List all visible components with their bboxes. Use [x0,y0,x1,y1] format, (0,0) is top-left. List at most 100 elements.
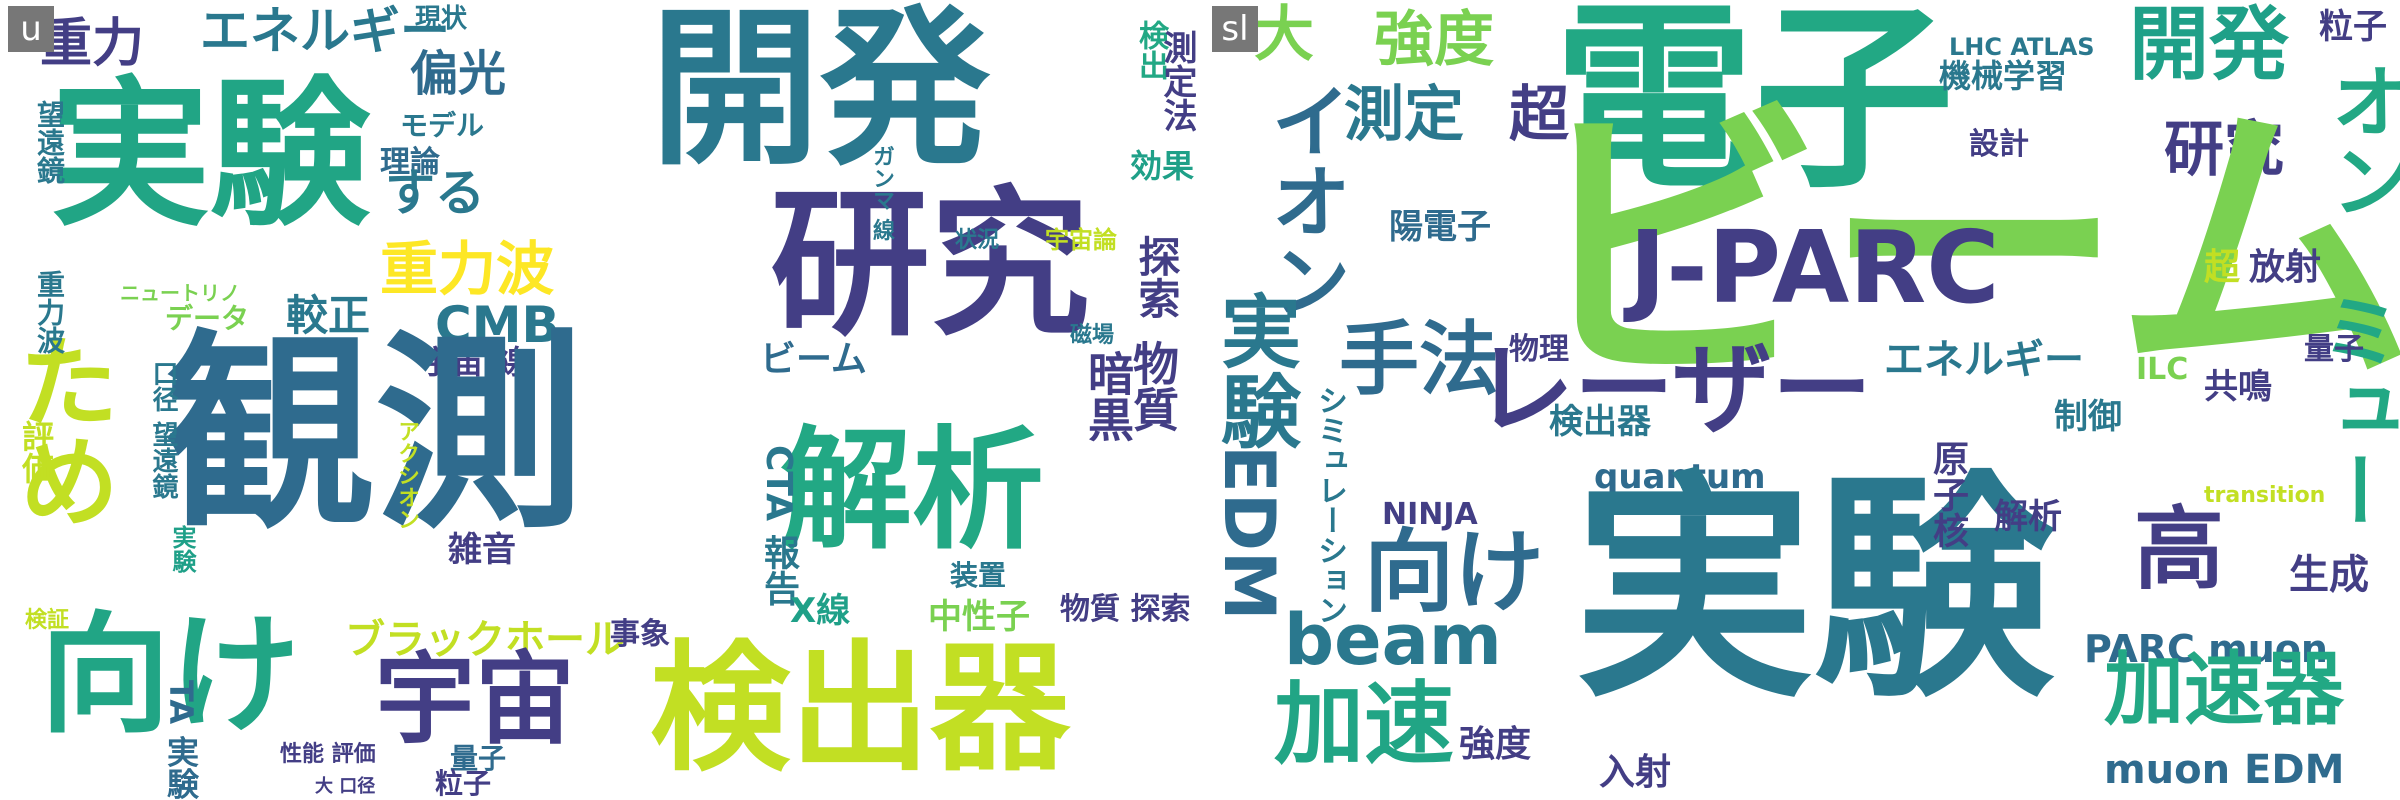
word: transition [2204,483,2326,508]
word: 探索 [1132,235,1181,319]
word: 事象 [610,617,670,652]
word: 検証 [25,608,70,633]
word: 実験 [168,525,196,573]
word: 現状 [415,4,468,34]
word: 検出器 [650,628,1071,791]
word: 実験 [1574,450,2055,730]
word: 雑音 [448,530,516,570]
word: 解析 [1994,497,2062,537]
word: 手法 [1339,313,1499,406]
word: 効果 [1130,147,1195,185]
word: 大 [1254,0,1314,70]
word: 宇宙 [375,641,575,758]
word: 暗黒 [1081,350,1135,442]
word: 開発 [650,0,991,189]
word: ニュートリノ [120,281,240,305]
word: 共鳴 [2204,367,2272,407]
word: ため [2,330,119,530]
word: 解析 [780,414,1044,568]
word: ミュー [2308,290,2400,530]
word: ガンマ 線 [869,145,894,241]
word: 設計 [1969,127,2029,162]
word: 実験 [1208,290,1301,450]
word: 高 [2134,497,2224,602]
word: ビーム [1524,75,2400,424]
word: 測定 [1344,80,1464,150]
word: 強度 [1374,5,1494,75]
word: 粒子 [2319,7,2387,47]
word: 物質 探索 [1060,592,1191,627]
word: muon EDM [2104,747,2345,793]
word: LHC ATLAS [1949,33,2095,61]
word: 重力 [40,14,145,74]
word: 陽電子 [1389,207,1491,247]
word: 偏光 [410,46,507,102]
word: イオン [1258,80,1351,320]
word: 磁場 [1070,323,1115,348]
word: 物質 [1126,340,1180,432]
word-cloud-right: 大強度 電子 開発 粒子 測定超オン 研究 イオン ビーム J-PARC ミュー 実験 手法 レーザーエ… [1204,0,2400,800]
word: ILC [2136,352,2189,387]
word: 超 [2204,247,2241,288]
word: 加速器 [2104,643,2344,736]
word: シミュレーション [1312,385,1347,625]
word: X線 [790,591,851,631]
word: データ [165,302,250,335]
word: オン [2318,60,2400,220]
word: 強度 [1459,724,1532,765]
word: 超 [1509,80,1569,150]
word: レーザー [1474,331,1872,448]
word: 性能 評価 [280,742,376,767]
word: 検出 [1133,20,1168,80]
word: 電子 [1554,0,1955,216]
word: TA 実験 [162,680,200,800]
word: 重力波 [33,270,66,354]
word: 加速 [1274,672,1454,777]
word: 口径 望遠鏡 [148,360,178,500]
word: 宇宙論 [1045,226,1117,254]
word: ブラックホール [345,617,625,663]
word: 物理 [1509,332,1569,367]
word: PARC muon [2084,627,2328,671]
word: 研究 [2164,115,2284,185]
word: 重力波 [380,235,555,303]
word: 制御 [2054,397,2122,437]
word: 粒子 [435,767,492,800]
word: 理論 [380,145,440,180]
panel-tag: u [8,6,54,52]
word: エネルギー [200,2,450,60]
word: 向け [1364,520,1544,625]
word: beam [1284,599,1502,681]
word: 観測 [165,312,586,557]
word: 量子 [2304,332,2364,367]
word: 原子核 [1927,440,1968,548]
word: モデル [400,109,485,142]
word: 状況 [955,228,1000,253]
word: 中性子 [928,597,1030,637]
word: ビーム [760,339,867,380]
word: 入射 [1599,752,1672,793]
word: エネルギー [1884,337,2084,383]
word: 開発 [2129,0,2289,91]
word: アクシオン [394,420,419,530]
word: 大 口径 [315,776,376,797]
word: 研究 [770,171,1091,358]
word: NINJA [1382,497,1478,532]
word: 量子 [450,742,507,775]
word: CMB [435,296,560,354]
word: 実験 [50,61,371,248]
word: CTA 報告 [758,445,799,606]
word: 装置 [950,559,1007,592]
word: 放射 [2249,247,2322,288]
word: 生成 [2289,552,2369,598]
word: 較正 [286,291,371,340]
word: する [385,164,485,222]
word: 向け [40,599,301,751]
panel-tag: sl [1212,6,1258,52]
word: 検出器 [1549,402,1651,442]
word: 機械学習 [1939,57,2068,95]
word: EDM [1208,445,1290,621]
word: 測定法 [1157,30,1196,132]
word: 評価 [17,420,55,484]
word: J-PARC [1629,209,2000,326]
